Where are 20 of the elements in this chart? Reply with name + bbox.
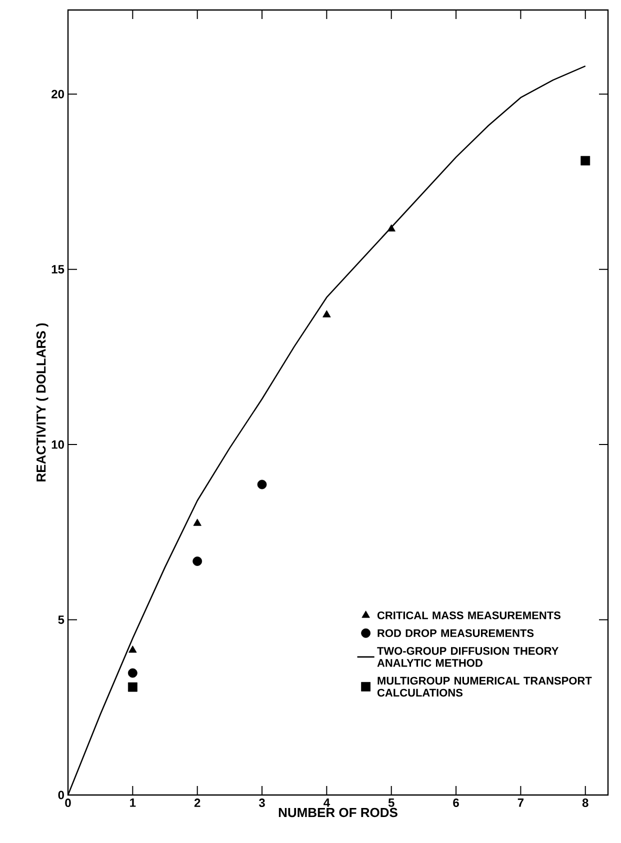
x-tick-label: 5 [388,798,394,807]
x-tick-label: 8 [582,798,588,808]
x-tick-label: 6 [453,798,459,808]
y-tick-label: 20 [52,90,64,98]
x-tick-label: 1 [130,798,136,807]
y-axis-title: REACTIVITY ( DOLLARS ) [36,323,48,482]
x-axis-title: NUMBER OF RODS [278,808,398,818]
x-tick-label: 0 [65,798,71,808]
x-tick-label: 2 [194,798,200,807]
y-tick-label: 5 [58,616,64,624]
y-tick-label: 10 [52,440,64,449]
y-tick-label: 15 [52,265,64,274]
legend-label: MULTIGROUP NUMERICAL TRANSPORT CALCULATIONS [377,676,592,697]
x-tick-label: 3 [258,798,265,808]
legend-label: TWO-GROUP DIFFUSION THEORY ANALYTIC METHOD [377,647,559,667]
x-tick-label: 7 [518,798,524,807]
y-tick-label: 0 [58,790,64,800]
legend-label: ROD DROP MEASUREMENTS [378,629,534,638]
x-tick-label: 4 [324,798,330,807]
legend-label: CRITICAL MASS MEASUREMENTS [377,611,560,620]
